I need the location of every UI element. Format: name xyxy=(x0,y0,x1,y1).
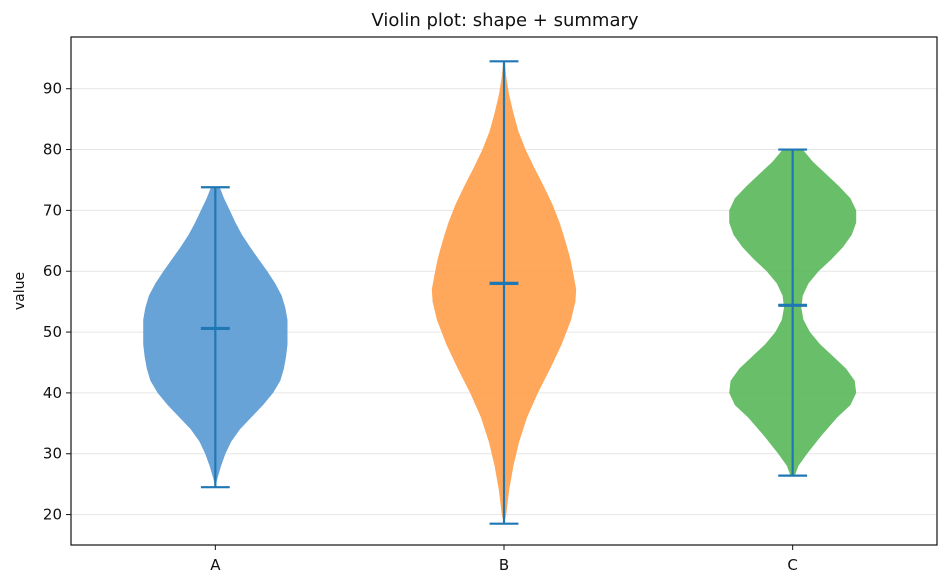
y-tick-label: 20 xyxy=(43,506,62,524)
y-tick-label: 30 xyxy=(43,445,62,463)
summary-lines xyxy=(200,60,808,525)
y-tick-label: 90 xyxy=(43,80,62,98)
y-ticks: 20 30 40 50 60 70 80 90 xyxy=(43,80,71,524)
x-tick-label: A xyxy=(210,556,221,574)
violins xyxy=(143,61,857,524)
x-tick-label: C xyxy=(787,556,797,574)
chart-title: Violin plot: shape + summary xyxy=(371,10,638,31)
y-tick-label: 60 xyxy=(43,262,62,280)
y-tick-label: 70 xyxy=(43,201,62,219)
y-tick-label: 80 xyxy=(43,141,62,159)
x-tick-label: B xyxy=(499,556,509,574)
y-tick-label: 50 xyxy=(43,323,62,341)
y-axis-label: value xyxy=(12,272,28,310)
y-tick-label: 40 xyxy=(43,384,62,402)
x-ticks: A B C xyxy=(210,545,798,574)
